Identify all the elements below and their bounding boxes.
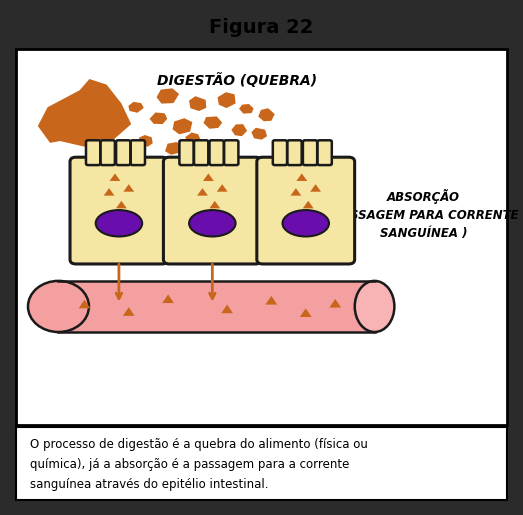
Polygon shape: [123, 184, 134, 192]
Polygon shape: [329, 299, 341, 307]
FancyBboxPatch shape: [273, 140, 287, 165]
FancyBboxPatch shape: [303, 140, 317, 165]
Polygon shape: [185, 132, 201, 145]
Polygon shape: [78, 300, 90, 308]
Polygon shape: [139, 135, 153, 147]
FancyBboxPatch shape: [100, 140, 115, 165]
Polygon shape: [150, 112, 167, 124]
Polygon shape: [258, 108, 275, 122]
FancyBboxPatch shape: [317, 140, 332, 165]
Ellipse shape: [282, 210, 329, 236]
Polygon shape: [189, 96, 206, 111]
Polygon shape: [116, 201, 127, 209]
Polygon shape: [310, 184, 321, 192]
FancyBboxPatch shape: [163, 157, 262, 264]
Text: ABSORÇÃO
(PASSAGEM PARA CORRENTE
SANGUÍNEA ): ABSORÇÃO (PASSAGEM PARA CORRENTE SANGUÍN…: [328, 189, 519, 240]
Polygon shape: [266, 296, 277, 304]
Text: DIGESTÃO (QUEBRA): DIGESTÃO (QUEBRA): [157, 73, 317, 89]
Polygon shape: [156, 88, 179, 104]
FancyBboxPatch shape: [179, 140, 194, 165]
Polygon shape: [197, 149, 214, 163]
Polygon shape: [128, 102, 144, 113]
FancyBboxPatch shape: [16, 49, 507, 425]
FancyBboxPatch shape: [288, 140, 302, 165]
Polygon shape: [173, 118, 192, 134]
FancyBboxPatch shape: [224, 140, 238, 165]
Polygon shape: [203, 116, 222, 129]
Polygon shape: [38, 79, 131, 147]
Ellipse shape: [355, 281, 394, 332]
Text: O processo de digestão é a quebra do alimento (física ou
química), já a absorção: O processo de digestão é a quebra do ali…: [30, 438, 368, 491]
FancyBboxPatch shape: [70, 157, 168, 264]
Text: Figura 22: Figura 22: [209, 18, 314, 37]
Polygon shape: [290, 188, 301, 196]
FancyBboxPatch shape: [116, 140, 130, 165]
Polygon shape: [300, 308, 312, 317]
Polygon shape: [165, 142, 181, 155]
FancyBboxPatch shape: [210, 140, 224, 165]
FancyBboxPatch shape: [59, 281, 374, 332]
FancyBboxPatch shape: [194, 140, 208, 165]
Polygon shape: [209, 201, 220, 209]
Polygon shape: [217, 184, 228, 192]
Polygon shape: [225, 143, 238, 154]
FancyBboxPatch shape: [16, 427, 507, 500]
FancyBboxPatch shape: [86, 140, 100, 165]
Polygon shape: [231, 124, 247, 136]
Polygon shape: [110, 174, 120, 181]
Ellipse shape: [96, 210, 142, 236]
FancyBboxPatch shape: [257, 157, 355, 264]
Polygon shape: [303, 201, 314, 209]
Polygon shape: [162, 295, 174, 303]
Polygon shape: [239, 104, 254, 114]
Polygon shape: [197, 188, 208, 196]
Ellipse shape: [189, 210, 235, 236]
Polygon shape: [297, 174, 307, 181]
Polygon shape: [221, 304, 233, 313]
Polygon shape: [203, 174, 214, 181]
Polygon shape: [104, 188, 115, 196]
Ellipse shape: [28, 281, 89, 332]
Polygon shape: [252, 128, 267, 140]
Polygon shape: [123, 307, 134, 316]
Polygon shape: [218, 92, 235, 108]
FancyBboxPatch shape: [131, 140, 145, 165]
